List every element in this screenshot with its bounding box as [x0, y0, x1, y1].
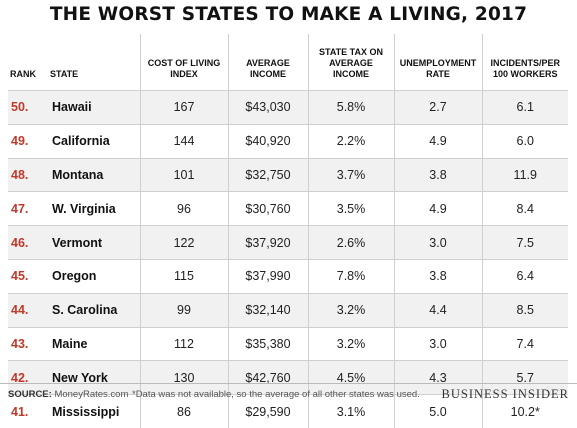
cell-state: Maine: [48, 326, 140, 361]
table-row: 50. Hawaii 167 $43,030 5.8% 2.7 6.1: [8, 90, 568, 125]
cell-cost: 115: [139, 258, 228, 294]
cell-unemployment: 4.3: [393, 360, 482, 395]
footer: SOURCE: MoneyRates.com *Data was not ava…: [0, 383, 577, 405]
cell-unemployment: 3.0: [393, 225, 482, 260]
cell-tax: 3.7%: [307, 157, 394, 192]
cell-tax: 3.2%: [307, 326, 394, 361]
cell-incidents: 5.7: [481, 360, 568, 395]
table-row: 47. W. Virginia 96 $30,760 3.5% 4.9 8.4: [8, 191, 568, 226]
column-header-incidents: INCIDENTS/PER 100 WORKERS: [481, 34, 568, 91]
cell-rank: 47.: [8, 191, 48, 226]
column-header-rank: RANK: [10, 69, 36, 79]
cell-rank: 45.: [8, 258, 48, 294]
column-header-income: AVERAGE INCOME: [227, 34, 308, 91]
column-header-cost: COST OF LIVING INDEX: [139, 34, 228, 91]
cell-income: $42,760: [227, 360, 308, 395]
cell-incidents: 7.4: [481, 326, 568, 361]
source-label: SOURCE:: [8, 389, 52, 400]
page-title: THE WORST STATES TO MAKE A LIVING, 2017: [49, 4, 528, 25]
cell-cost: 99: [139, 292, 228, 328]
source-value: MoneyRates.com: [54, 389, 129, 400]
cell-tax: 7.8%: [307, 258, 394, 294]
cell-incidents: 6.0: [481, 123, 568, 159]
table-row: 44. S. Carolina 99 $32,140 3.2% 4.4 8.5: [8, 292, 568, 328]
cell-unemployment: 4.9: [393, 191, 482, 226]
cell-tax: 3.2%: [307, 292, 394, 328]
cell-state: W. Virginia: [48, 191, 140, 226]
column-header-tax: STATE TAX ON AVERAGE INCOME: [307, 34, 394, 91]
header-row: RANK STATE COST OF LIVING INDEX AVERAGE …: [8, 34, 568, 91]
cell-income: $43,030: [227, 90, 308, 125]
cell-state: New York: [48, 360, 140, 395]
cell-cost: 96: [139, 191, 228, 226]
cell-cost: 101: [139, 157, 228, 192]
cell-tax: 4.5%: [307, 360, 394, 395]
cell-income: $30,760: [227, 191, 308, 226]
table-row: 46. Vermont 122 $37,920 2.6% 3.0 7.5: [8, 225, 568, 260]
states-table: RANK STATE COST OF LIVING INDEX AVERAGE …: [8, 34, 568, 428]
table-row: 48. Montana 101 $32,750 3.7% 3.8 11.9: [8, 157, 568, 192]
cell-state: Oregon: [48, 258, 140, 294]
cell-income: $37,920: [227, 225, 308, 260]
cell-rank: 43.: [8, 326, 48, 361]
cell-income: $32,140: [227, 292, 308, 328]
table-row: 45. Oregon 115 $37,990 7.8% 3.8 6.4: [8, 258, 568, 294]
table-row: 42. New York 130 $42,760 4.5% 4.3 5.7: [8, 360, 568, 395]
cell-income: $37,990: [227, 258, 308, 294]
column-header-unemployment: UNEMPLOYMENT RATE: [393, 34, 482, 91]
cell-income: $40,920: [227, 123, 308, 159]
source-credit: SOURCE: MoneyRates.com: [8, 389, 128, 400]
cell-rank: 44.: [8, 292, 48, 328]
cell-tax: 3.5%: [307, 191, 394, 226]
cell-cost: 144: [139, 123, 228, 159]
cell-rank: 49.: [8, 123, 48, 159]
cell-cost: 112: [139, 326, 228, 361]
cell-state: California: [48, 123, 140, 159]
cell-cost: 122: [139, 225, 228, 260]
cell-state: Hawaii: [48, 90, 140, 125]
table-body: 50. Hawaii 167 $43,030 5.8% 2.7 6.1 49. Californ…: [8, 90, 568, 428]
cell-state: Vermont: [48, 225, 140, 260]
cell-incidents: 6.1: [481, 90, 568, 125]
cell-incidents: 8.4: [481, 191, 568, 226]
cell-state: Montana: [48, 157, 140, 192]
cell-rank: 42.: [8, 360, 48, 395]
cell-tax: 2.6%: [307, 225, 394, 260]
cell-rank: 46.: [8, 225, 48, 260]
cell-incidents: 7.5: [481, 225, 568, 260]
cell-rank: 48.: [8, 157, 48, 192]
footnote: *Data was not available, so the average …: [132, 389, 420, 400]
cell-unemployment: 3.8: [393, 258, 482, 294]
cell-cost: 130: [139, 360, 228, 395]
cell-incidents: 11.9: [481, 157, 568, 192]
cell-tax: 2.2%: [307, 123, 394, 159]
cell-income: $32,750: [227, 157, 308, 192]
cell-unemployment: 2.7: [393, 90, 482, 125]
column-header-state: STATE: [50, 69, 79, 79]
cell-tax: 5.8%: [307, 90, 394, 125]
cell-unemployment: 4.9: [393, 123, 482, 159]
cell-state: S. Carolina: [48, 292, 140, 328]
table-row: 43. Maine 112 $35,380 3.2% 3.0 7.4: [8, 326, 568, 361]
cell-income: $35,380: [227, 326, 308, 361]
cell-rank: 50.: [8, 90, 48, 125]
cell-incidents: 8.5: [481, 292, 568, 328]
cell-unemployment: 3.0: [393, 326, 482, 361]
cell-unemployment: 4.4: [393, 292, 482, 328]
brand-logo: BUSINESS INSIDER: [441, 387, 569, 401]
cell-incidents: 6.4: [481, 258, 568, 294]
cell-cost: 167: [139, 90, 228, 125]
table-row: 49. California 144 $40,920 2.2% 4.9 6.0: [8, 123, 568, 159]
cell-unemployment: 3.8: [393, 157, 482, 192]
